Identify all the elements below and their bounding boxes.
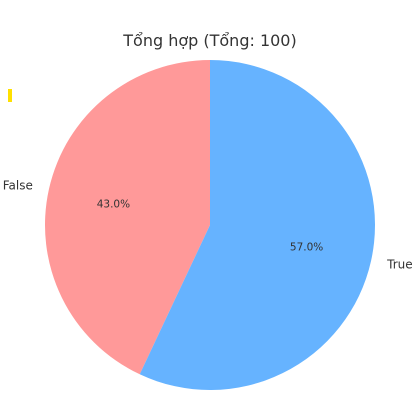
pie-slice-true — [139, 60, 375, 390]
pie-slice-false — [44, 60, 210, 375]
category-label-true: True — [386, 258, 413, 272]
pie-slices — [44, 60, 375, 390]
percent-label-false: 43.0% — [97, 198, 130, 210]
chart-title: Tổng hợp (Tổng: 100) — [122, 31, 296, 50]
pie-labels: 43.0% False 57.0% True — [3, 178, 413, 271]
yellow-marker — [8, 89, 12, 102]
percent-label-true: 57.0% — [290, 242, 323, 254]
category-label-false: False — [3, 178, 33, 192]
